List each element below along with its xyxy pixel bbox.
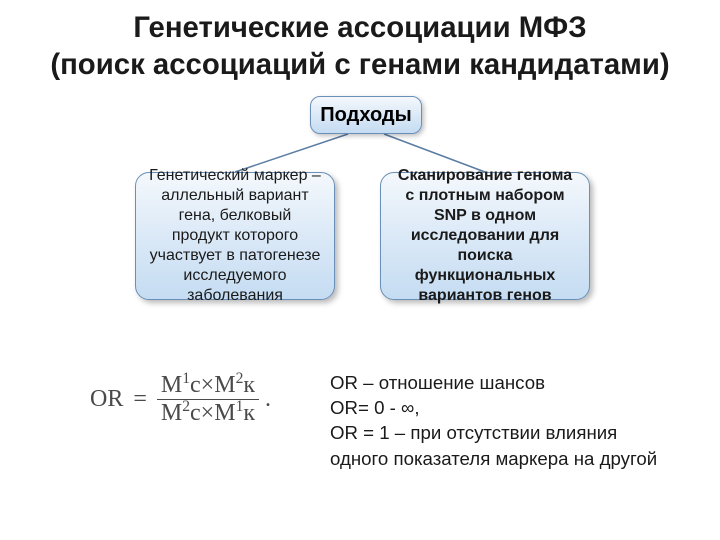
explain-line-3: OR = 1 – при отсутствии влияния одного п…	[330, 420, 670, 470]
child-node-left-label: Генетический маркер – аллельный вариант …	[148, 166, 322, 306]
child-node-right-label: Сканирование генома с плотным набором SN…	[393, 166, 577, 306]
formula-lhs: OR	[90, 386, 123, 413]
odds-ratio-explanation: OR – отношение шансов OR= 0 - ∞, OR = 1 …	[330, 370, 670, 471]
slide-title: Генетические ассоциации МФЗ (поиск ассоц…	[0, 0, 720, 83]
explain-line-1: OR – отношение шансов	[330, 370, 670, 395]
slide-title-line1: Генетические ассоциации МФЗ	[0, 10, 720, 47]
formula-numerator: M1с×M2к	[157, 372, 259, 400]
child-node-genetic-marker: Генетический маркер – аллельный вариант …	[135, 172, 335, 300]
formula-equals: =	[133, 386, 147, 413]
formula-fraction: M1с×M2к M2с×M1к	[157, 372, 259, 427]
odds-ratio-formula: OR = M1с×M2к M2с×M1к .	[90, 372, 271, 427]
child-node-genome-scan: Сканирование генома с плотным набором SN…	[380, 172, 590, 300]
root-node-approaches: Подходы	[310, 96, 422, 134]
formula-denominator: M2с×M1к	[157, 400, 259, 427]
explain-line-2: OR= 0 - ∞,	[330, 395, 670, 420]
root-node-label: Подходы	[320, 104, 411, 127]
formula-trailing: .	[265, 386, 271, 413]
slide-title-line2: (поиск ассоциаций с генами кандидатами)	[0, 47, 720, 84]
